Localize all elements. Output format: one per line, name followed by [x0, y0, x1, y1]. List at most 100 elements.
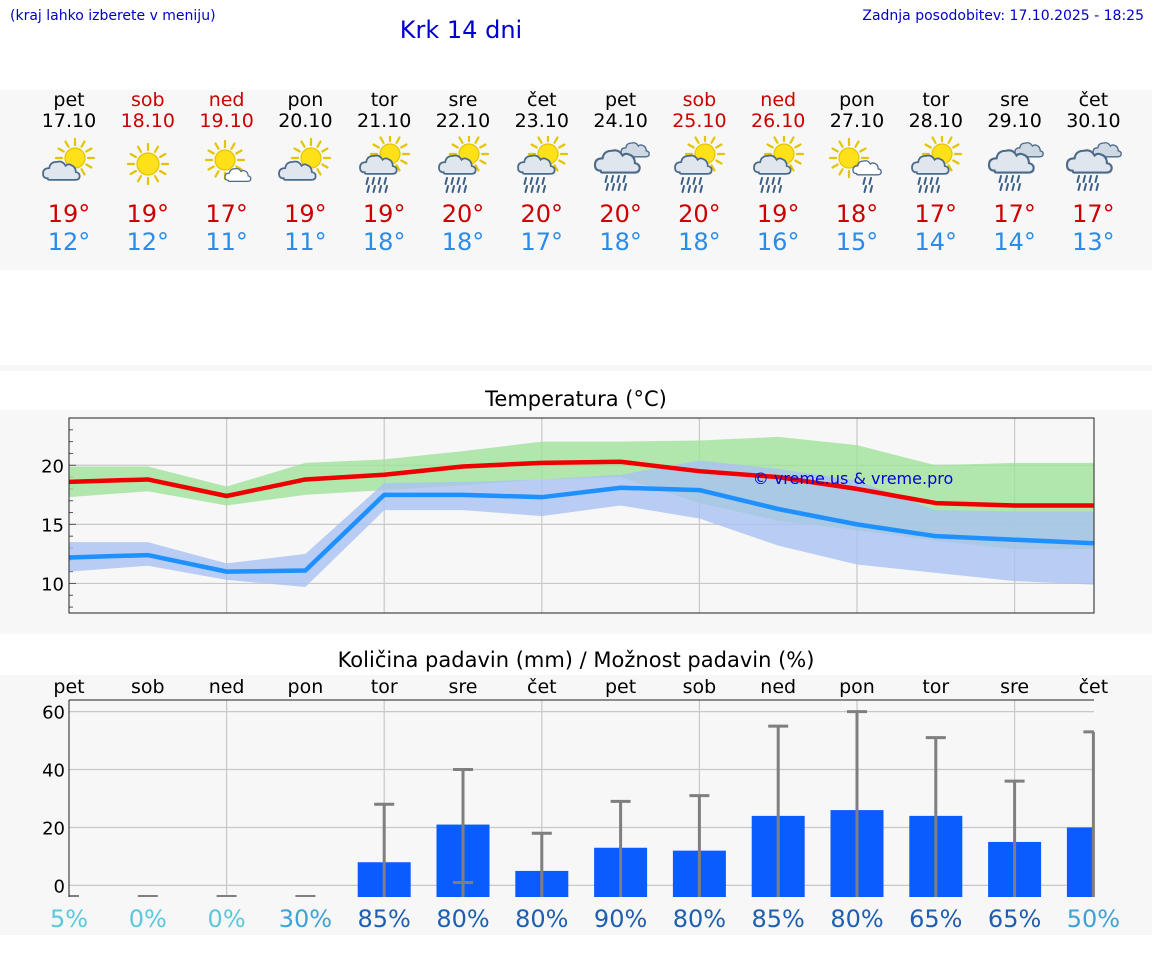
y-tick-label: 10 [41, 574, 64, 595]
sun-cloud-rain-icon [674, 136, 726, 193]
cloud-shape [593, 149, 641, 174]
forecast-day: sob 25.10 20° 18° [659, 90, 739, 256]
rain-drops [444, 177, 467, 193]
day-date: 19.10 [199, 110, 254, 132]
x-category-label: čet [527, 676, 557, 698]
x-category-label: pon [288, 676, 324, 698]
precipitation-probability: 80% [830, 905, 883, 933]
day-date: 18.10 [120, 110, 175, 132]
day-name: pon [839, 89, 875, 111]
min-temperature: 17° [520, 228, 564, 256]
day-date: 22.10 [435, 110, 491, 132]
forecast-day: čet 23.10 20° 17° [502, 90, 582, 256]
precipitation-chart-title: Količina padavin (mm) / Možnost padavin … [337, 648, 815, 672]
max-temperature: 19° [284, 200, 327, 228]
y-tick-label: 40 [42, 761, 65, 782]
rain-drops [365, 177, 389, 193]
forecast-day: pon 27.10 18° 15° [817, 90, 897, 256]
cloud-shape [852, 160, 882, 176]
x-category-label: pet [605, 676, 636, 698]
precipitation-bar [1066, 827, 1094, 897]
day-date: 24.10 [593, 110, 648, 132]
daily-forecast-panel [0, 90, 1152, 270]
sun-cloud-rain-icon [910, 136, 962, 193]
precipitation-probability: 80% [436, 905, 489, 933]
max-temperature: 20° [599, 200, 642, 228]
forecast-day: sob 18.10 19° 12° [108, 90, 188, 256]
max-temperature: 19° [47, 200, 91, 228]
cloud-shape [278, 160, 317, 181]
rain-drops [604, 175, 627, 191]
rain-drops [998, 175, 1021, 191]
forecast-day: pet 24.10 20° 18° [581, 90, 661, 256]
rain-drops [680, 177, 704, 193]
day-date: 21.10 [356, 110, 412, 132]
rain-drops [917, 177, 940, 193]
min-temperature: 13° [1072, 228, 1115, 256]
day-name: ned [208, 89, 245, 111]
day-date: 20.10 [278, 110, 333, 132]
min-temperature: 14° [993, 228, 1036, 256]
temperature-plot: 10 15 20 © vreme.us & vreme.pro [41, 417, 1095, 614]
day-date: 29.10 [987, 110, 1042, 132]
precipitation-probability: 50% [1067, 905, 1120, 933]
precipitation-probability: 65% [909, 905, 962, 933]
x-category-label: čet [1079, 676, 1109, 698]
sun-cloud-rain-icon [359, 136, 411, 193]
rain-drops [759, 177, 783, 193]
forecast-day: čet 30.10 17° 13° [1053, 90, 1133, 256]
y-tick-label: 0 [54, 876, 65, 897]
min-temperature: 14° [914, 228, 958, 256]
forecast-day: tor 28.10 17° 14° [896, 90, 976, 256]
max-temperature: 17° [1072, 200, 1115, 228]
precipitation-probability: 0% [208, 905, 246, 933]
y-tick-label: 20 [41, 456, 64, 477]
sun-small-cloud-icon [204, 139, 252, 183]
min-temperature: 12° [47, 228, 91, 256]
cloud-shape [910, 154, 950, 175]
y-tick-label: 15 [41, 515, 64, 536]
sun-cloud-icon [278, 137, 332, 181]
x-category-label: ned [760, 676, 796, 698]
cloud-shape [674, 154, 713, 175]
max-temperature: 17° [993, 200, 1036, 228]
y-tick-label: 20 [42, 818, 65, 839]
precipitation-probability: 65% [988, 905, 1041, 933]
precipitation-probability: 85% [752, 905, 805, 933]
cloud-shape [359, 154, 398, 175]
sun-cloud-icon [42, 137, 96, 181]
rain-drops [523, 177, 546, 193]
cloud-shape [753, 154, 792, 175]
day-date: 23.10 [514, 110, 569, 132]
day-name: sre [1000, 89, 1030, 111]
precipitation-probability: 90% [594, 905, 647, 933]
cloud-shape [223, 167, 252, 183]
max-temperature: 19° [756, 200, 800, 228]
plot-frame [68, 417, 1095, 614]
max-temperature: 17° [914, 200, 958, 228]
precipitation-plot: 0 20 40 60 pet sob ned pon tor sre čet pet sob ned pon… [42, 676, 1120, 933]
sun-cloud-rain-icon [753, 136, 805, 193]
day-name: sob [131, 89, 165, 111]
max-temperature: 18° [835, 200, 879, 228]
max-temperature: 19° [126, 200, 170, 228]
cloud-rain-icon [987, 142, 1044, 191]
x-category-label: tor [922, 676, 949, 698]
day-name: sre [448, 89, 478, 111]
forecast-day: pet 17.10 19° 12° [29, 90, 109, 256]
max-temperature: 20° [441, 200, 485, 228]
day-name: pon [287, 89, 324, 111]
cloud-shape [516, 154, 556, 175]
sun-icon [126, 142, 169, 186]
precipitation-probability: 85% [358, 905, 411, 933]
min-temperature: 18° [362, 228, 406, 256]
min-temperature-band [69, 460, 1094, 587]
day-date: 28.10 [908, 110, 963, 132]
x-category-label: pon [839, 676, 875, 698]
day-name: ned [760, 89, 797, 111]
x-category-label: pet [53, 676, 84, 698]
min-temperature: 18° [678, 228, 721, 256]
cloud-rain-icon [593, 142, 650, 191]
x-category-label: ned [209, 676, 245, 698]
